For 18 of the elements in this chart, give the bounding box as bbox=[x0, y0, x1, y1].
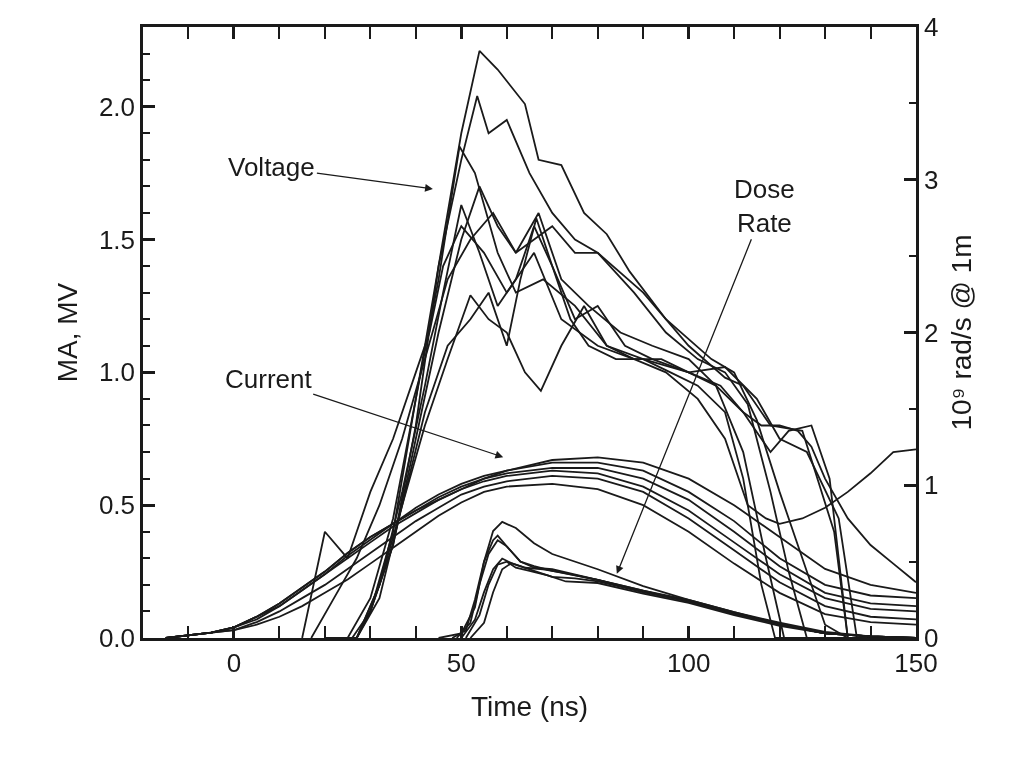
y-tick-label: 0.5 bbox=[98, 490, 136, 521]
y-tick-label: 0.0 bbox=[98, 623, 136, 654]
y-tick-label: 1.0 bbox=[98, 357, 136, 388]
x-tick-label: 0 bbox=[226, 647, 242, 678]
y-tick-label: 2.0 bbox=[98, 91, 136, 122]
y2-axis-title: 10⁹ rad/s @ 1m bbox=[945, 234, 977, 431]
x-tick-label: 50 bbox=[446, 647, 476, 678]
y2-tick-label: 4 bbox=[923, 12, 939, 43]
x-tick-label: 100 bbox=[666, 647, 711, 678]
annotation: Voltage bbox=[228, 152, 315, 182]
y2-tick-label: 1 bbox=[923, 470, 939, 501]
x-axis-title: Time (ns) bbox=[470, 691, 589, 723]
annotation: Dose Rate bbox=[734, 174, 795, 238]
annotation: Current bbox=[225, 364, 313, 394]
y-tick-label: 1.5 bbox=[98, 224, 136, 255]
y-axis-title: MA, MV bbox=[51, 282, 83, 383]
y2-tick-label: 2 bbox=[923, 317, 939, 348]
y2-tick-label: 3 bbox=[923, 164, 939, 195]
